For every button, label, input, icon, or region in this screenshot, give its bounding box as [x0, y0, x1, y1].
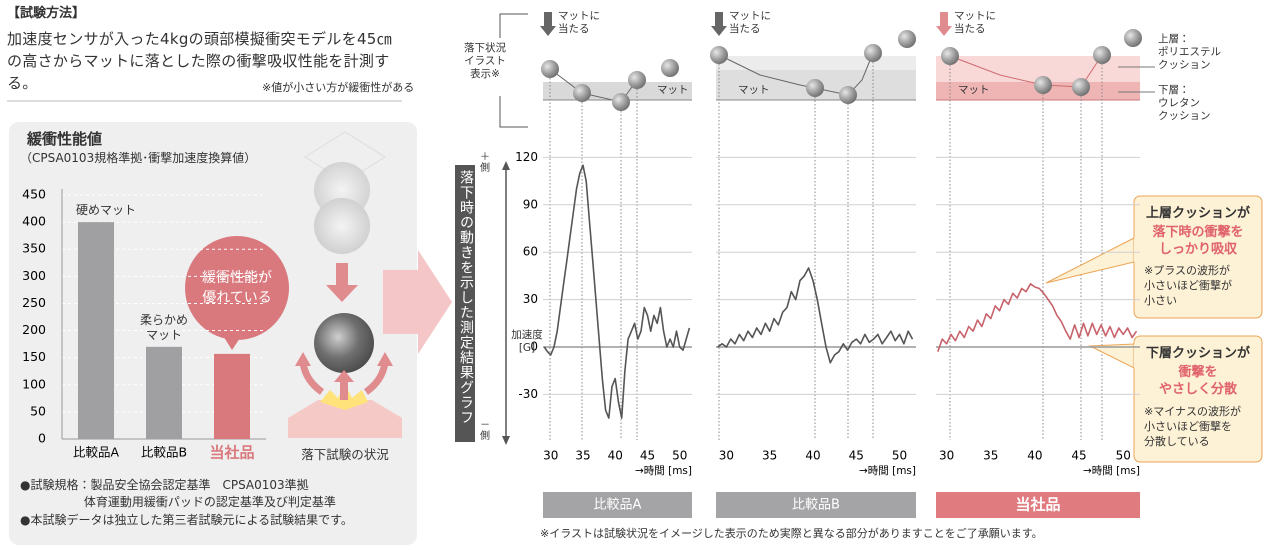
callout-pointer — [1045, 237, 1135, 284]
panel-note: ●試験規格：製品安全協会認定基準 CPSA0103準拠 体育運動用緩衝パッドの認… — [20, 478, 336, 509]
bar-label: 硬めマット — [76, 203, 137, 218]
bar — [214, 353, 250, 439]
lower-layer-label: 下層： ウレタン クッション — [1158, 84, 1211, 122]
x-axis-label: →時間 [ms] — [859, 465, 916, 477]
x-tick-label: 40 — [608, 449, 623, 463]
y-tick-label: 90 — [523, 197, 538, 211]
panel-subtitle: （CPSA0103規格準拠･衝撃加速度換算値） — [20, 151, 257, 165]
x-tick-label: 30 — [719, 449, 734, 463]
hit-label: マットに 当たる — [954, 10, 996, 35]
chart-label: 比較品B — [792, 498, 840, 513]
axis-arrow-head — [502, 436, 510, 445]
bar-label: 柔らかめ マット — [139, 312, 188, 342]
y-tick-label: 0 — [38, 431, 46, 446]
hit-label: マットに 当たる — [729, 10, 771, 35]
line — [717, 267, 914, 364]
y-tick-label: -30 — [518, 387, 538, 401]
line — [543, 164, 691, 419]
x-tick-label: 比較品B — [141, 445, 187, 460]
y-tick-label: 250 — [22, 295, 46, 310]
y-tick-label: 50 — [30, 403, 46, 418]
trajectory — [549, 68, 638, 103]
x-tick-label: 当社品 — [209, 444, 254, 462]
mat-label: マット — [738, 84, 770, 96]
y-tick-label: 200 — [22, 322, 46, 337]
x-axis-label: →時間 [ms] — [1083, 465, 1140, 477]
x-tick-label: 35 — [575, 449, 590, 463]
x-tick-label: 35 — [983, 449, 998, 463]
bar — [146, 346, 182, 439]
bubble — [185, 236, 289, 340]
chart-label: 比較品A — [594, 498, 642, 513]
x-tick-label: 40 — [805, 449, 820, 463]
x-tick-label: 35 — [762, 449, 777, 463]
method-title: 【試験方法】 — [7, 6, 86, 21]
hit-label: マットに 当たる — [558, 10, 600, 35]
chart-label-box — [543, 492, 692, 518]
hit-arrow — [540, 12, 952, 36]
callout-emphasis: 衝撃を やさしく分散 — [1158, 365, 1237, 397]
x-axis-label: →時間 [ms] — [635, 465, 692, 477]
axis-arrow-head — [502, 161, 510, 170]
method-note: ※値が小さい方が緩衝性がある — [262, 81, 415, 94]
bubble-pointer — [222, 334, 240, 350]
y-tick-label: 100 — [22, 376, 46, 391]
x-tick-label: 45 — [849, 449, 864, 463]
callout-head: 下層クッションが — [1145, 346, 1250, 361]
y-tick-label: 60 — [523, 245, 538, 259]
panel-note: ●本試験データは独立した第三者試験元による試験結果です。 — [20, 513, 353, 527]
chart-label: 当社品 — [1015, 496, 1060, 514]
panel-title: 緩衝性能値 — [27, 130, 103, 148]
mat-label: マット — [958, 84, 990, 96]
balls — [541, 29, 1142, 111]
x-tick-label: 45 — [640, 449, 655, 463]
plus-label: ＋ 側 — [480, 152, 490, 174]
bar — [78, 222, 114, 439]
illustration-label: 落下状況 イラスト 表示※ — [455, 42, 515, 81]
drop-illustration — [288, 131, 402, 438]
chart-label-box — [936, 492, 1140, 518]
mat-label: マット — [657, 84, 689, 96]
x-tick-label: 40 — [1027, 449, 1042, 463]
y-tick-label: 150 — [22, 349, 46, 364]
chart-label-box — [716, 492, 916, 518]
x-tick-label: 50 — [1116, 449, 1131, 463]
y-tick-label: 450 — [22, 187, 46, 202]
bubble-text: 緩衝性能が 優れている — [202, 270, 272, 306]
upper-layer-label: 上層： ポリエステル クッション — [1158, 33, 1221, 71]
callout-emphasis: 落下時の衝撃を しっかり吸収 — [1152, 225, 1244, 257]
y-tick-label: 300 — [22, 268, 46, 283]
bracket — [499, 96, 528, 128]
x-tick-label: 30 — [939, 449, 954, 463]
x-tick-label: 比較品A — [73, 445, 120, 460]
side-bar — [455, 165, 475, 442]
x-tick-label: 50 — [892, 449, 907, 463]
y-tick-label: 30 — [523, 292, 538, 306]
minus-label: － 側 — [480, 420, 490, 442]
callout — [1133, 335, 1263, 463]
callout-head: 上層クッションが — [1145, 206, 1250, 221]
y-tick-label: 0 — [530, 340, 538, 354]
bracket — [499, 13, 528, 38]
y-tick-label: 350 — [22, 241, 46, 256]
y-axis-label: 加速度 [G] — [511, 329, 543, 354]
footnote: ※イラストは試験状況をイメージした表示のため実際と異なる部分がありますことをご了… — [540, 527, 1043, 540]
big-arrow — [383, 250, 452, 354]
callout-note: ※マイナスの波形が 小さいほど衝撃を 分散している — [1144, 405, 1241, 448]
method-text: 加速度センサが入った4kgの頭部模擬衝突モデルを45㎝の高さからマットに落とした… — [7, 30, 392, 92]
guides — [549, 62, 1103, 440]
side-label: 落下時の動きを示した測定結果グラフ — [458, 170, 474, 425]
line — [937, 283, 1138, 352]
illustration-caption: 落下試験の状況 — [301, 447, 389, 462]
x-tick-label: 45 — [1071, 449, 1086, 463]
y-tick-label: 400 — [22, 214, 46, 229]
callout-note: ※プラスの波形が 小さいほど衝撃が 小さい — [1144, 264, 1232, 307]
y-tick-label: 120 — [515, 150, 538, 164]
x-tick-label: 30 — [543, 449, 558, 463]
x-tick-label: 50 — [672, 449, 687, 463]
